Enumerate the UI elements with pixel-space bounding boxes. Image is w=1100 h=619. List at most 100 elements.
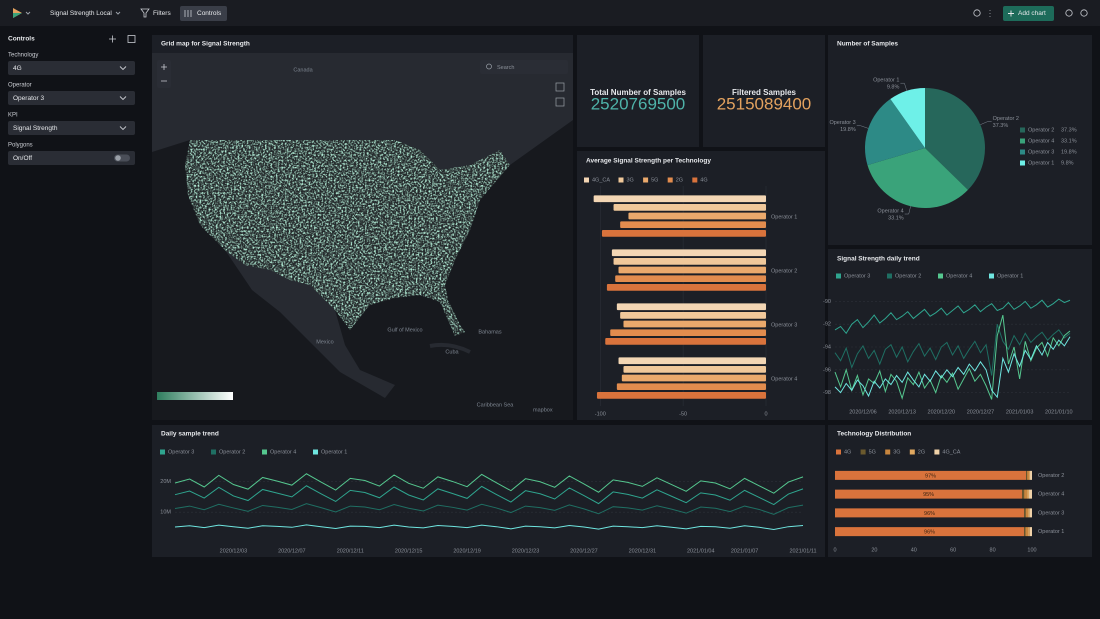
bar-segment [1030,470,1032,480]
legend-label: 2G [918,449,925,455]
chart-panel [828,249,1092,420]
callout-line [904,206,911,215]
legend-label: Operator 4 [946,273,972,279]
field-label: Operator [8,83,32,89]
bar [610,329,766,337]
kpi-panel [577,35,699,147]
map-tool[interactable] [555,97,565,107]
category-label: Operator 4 [771,376,797,382]
category-label: Operator 4 [1038,492,1064,498]
bar-segment [835,508,1025,518]
callout-label: Operator 2 [993,116,1019,122]
callout-label: Operator 3 [829,120,855,126]
field-value: Signal Strength [13,125,58,132]
legend-label: Operator 1 [321,449,347,455]
chart-title: Daily sample trend [161,431,219,438]
legend-swatch [989,273,994,279]
bar [616,303,766,311]
bar-segment [1027,489,1030,499]
y-tick-label: -90 [823,299,831,305]
x-tick-label: 2021/01/10 [1045,409,1073,415]
legend-swatch [1020,149,1025,155]
series-line [174,524,804,530]
add-control[interactable] [109,35,116,43]
x-tick-label: 2020/12/19 [453,548,481,554]
legend-swatch [667,177,673,183]
map-search[interactable] [480,60,568,74]
category-label: Operator 2 [1038,473,1064,479]
filters-button[interactable]: Filters [153,10,171,17]
bar-segment [1029,508,1032,518]
bar-segment [1028,527,1030,537]
category-label: Operator 3 [771,322,797,328]
legend-label: Operator 4 [270,449,296,455]
refresh-icon[interactable] [973,9,981,17]
legend-swatch [262,449,267,455]
legend-swatch [885,449,891,455]
legend-value: 33.1% [1061,138,1077,144]
legend-label: Operator 3 [168,449,194,455]
pie-slice [867,148,968,209]
bar [613,258,766,265]
chart-title: Technology Distribution [837,431,911,438]
legend-label: Operator 1 [997,273,1023,279]
series-line [174,473,804,494]
settings-icon[interactable] [1065,9,1073,17]
x-tick-label: -100 [595,411,606,417]
bar-segment [1029,527,1032,537]
legend-swatch [934,449,940,455]
map-place: Mexico [316,339,333,345]
y-tick-label: 10M [160,510,171,516]
chart-panel [152,425,825,557]
caret [25,11,31,15]
account-icon[interactable] [1080,9,1088,17]
add-chart-label: Add chart [1018,10,1046,17]
field-label: KPI [8,113,18,119]
dropdown[interactable] [8,121,135,135]
callout-value: 9.8% [887,85,900,91]
value-label: 95% [923,492,934,498]
dashboard-name[interactable]: Signal Strength Local [50,10,112,17]
caret [115,11,121,15]
legend-swatch [938,273,943,279]
collapse-icon[interactable] [127,35,136,43]
bar [618,266,766,274]
bar [615,275,766,283]
x-tick-label: 2020/12/15 [395,548,423,554]
x-tick-label: 2020/12/07 [278,548,306,554]
chart-title: Number of Samples [837,41,898,48]
legend-swatch [887,273,892,279]
series-line [174,503,804,515]
add-chart-button[interactable] [1003,6,1054,21]
bar [605,337,766,345]
filter-icon [140,8,150,18]
legend-label: 4G_CA [942,449,960,455]
dropdown[interactable] [8,61,135,75]
map-legend [157,392,233,400]
field-value: 4G [13,65,22,72]
map-tool[interactable] [555,82,565,92]
chevron [119,96,127,101]
logo-part [13,13,22,18]
x-tick-label: 2020/12/31 [629,548,657,554]
category-label: Operator 3 [1038,510,1064,516]
category-label: Operator 1 [771,214,797,220]
bar-segment [1025,508,1029,518]
legend-label: 5G [651,177,658,183]
legend-swatch [160,449,165,455]
bar [616,383,766,391]
zoom-control[interactable] [157,60,171,88]
legend-swatch [836,273,841,279]
legend-value: 19.8% [1061,149,1077,155]
controls-button[interactable] [180,6,227,21]
map-place: Cuba [445,349,459,355]
legend-label: Operator 2 [219,449,245,455]
map-place: Canada [293,67,313,73]
bar [623,366,766,373]
x-tick-label: 20 [871,547,877,553]
dropdown[interactable] [8,91,135,105]
legend-label: Operator 2 [1028,127,1054,133]
toggle-knob [115,155,121,161]
toggle-row[interactable] [8,151,135,165]
x-tick-label: 0 [764,411,767,417]
